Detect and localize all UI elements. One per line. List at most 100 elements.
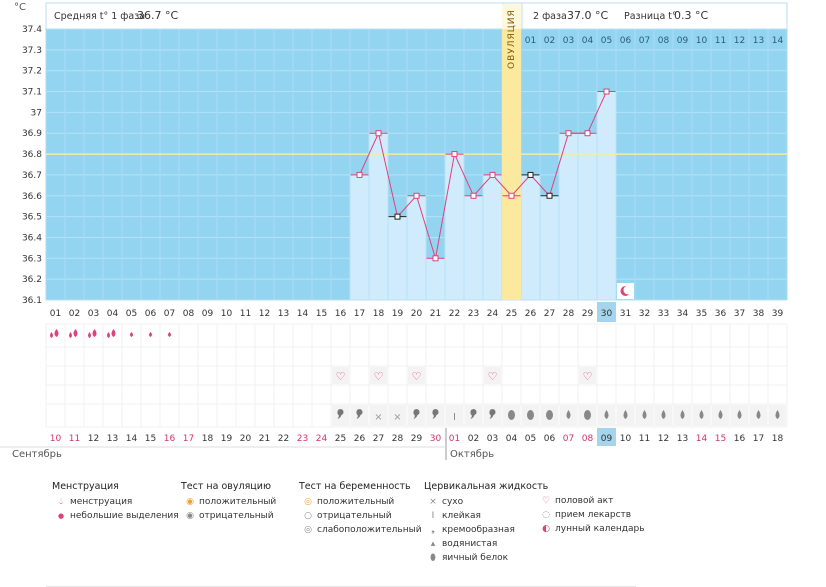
legend-pregnancy-test: Тест на беременность ◎ положительный ○ отр…	[299, 481, 422, 537]
temperature-bar	[349, 174, 370, 301]
diff-label: Разница t°	[624, 11, 677, 22]
y-tick-label: 36.9	[22, 129, 42, 139]
heart-icon: ♡	[412, 370, 422, 383]
date-label: 14	[126, 434, 138, 444]
y-tick-label: 37.4	[22, 25, 42, 35]
date-label: 03	[487, 434, 498, 444]
cycle-day-label: 07	[164, 309, 175, 319]
post-ovulation-day: 05	[601, 36, 612, 46]
temperature-bar	[577, 132, 598, 301]
temperature-point	[565, 130, 572, 137]
post-ovulation-day: 13	[753, 36, 764, 46]
cycle-day-label: 28	[563, 309, 575, 319]
eggwhite-icon: ⬮	[430, 553, 436, 563]
heart-cell	[484, 367, 501, 384]
heart-icon: ♡	[583, 370, 593, 383]
menstruation-light-icon	[149, 332, 152, 337]
heart-icon: ♡	[541, 496, 551, 506]
mucus-watery-icon	[699, 410, 704, 419]
mucus-cell	[446, 405, 463, 426]
legend-menstruation: Менструация 💧︎ менструация ● небольшие выд…	[52, 481, 179, 523]
heavy-drop-icon: 💧︎	[59, 497, 63, 507]
date-label: 15	[715, 434, 726, 444]
cycle-day-label: 08	[183, 309, 195, 319]
cycle-day-label: 27	[544, 309, 555, 319]
month-label-october: Октябрь	[450, 449, 494, 460]
diff-value: 0.3 °C	[674, 9, 708, 22]
mucus-eggwhite-icon	[508, 410, 515, 420]
cycle-day-label: 14	[297, 309, 309, 319]
heart-cell	[579, 367, 596, 384]
cycle-day-label: 03	[88, 309, 99, 319]
heart-cell	[332, 367, 349, 384]
cycle-day-label: 26	[525, 309, 537, 319]
cycle-day-label: 20	[411, 309, 423, 319]
date-label: 11	[69, 434, 80, 444]
legend-item: положительный	[317, 497, 395, 507]
mucus-eggwhite-icon	[527, 410, 534, 420]
temperature-point	[356, 171, 363, 178]
cycle-day-label: 29	[582, 309, 594, 319]
mucus-creamy-icon	[337, 409, 344, 419]
header-bar	[45, 2, 788, 30]
temperature-point	[508, 192, 515, 199]
y-tick-label: 36.8	[22, 150, 42, 160]
temperature-bar	[444, 153, 465, 301]
month-label-september: Сентябрь	[12, 449, 62, 460]
y-tick-label: 37.2	[22, 67, 42, 77]
date-label: 02	[468, 434, 479, 444]
date-label: 10	[50, 434, 62, 444]
temperature-point	[432, 255, 439, 262]
date-label: 19	[221, 434, 233, 444]
temperature-point	[527, 171, 534, 178]
temperature-bar	[463, 195, 484, 301]
cycle-day-label: 15	[316, 309, 327, 319]
temperature-bar	[596, 91, 617, 301]
date-label: 30	[430, 434, 442, 444]
post-ovulation-day: 06	[620, 36, 632, 46]
legend-item: прием лекарств	[555, 510, 632, 520]
y-tick-label: 36.6	[22, 192, 42, 202]
cycle-day-label: 30	[601, 309, 613, 319]
cycle-day-label: 34	[677, 309, 689, 319]
date-label: 16	[734, 434, 746, 444]
cycle-day-label: 32	[639, 309, 650, 319]
date-label: 26	[354, 434, 366, 444]
y-tick-label: 36.4	[22, 233, 42, 243]
post-ovulation-day: 02	[544, 36, 555, 46]
mucus-watery-icon	[680, 410, 685, 419]
cycle-day-label: 21	[430, 309, 441, 319]
cycle-day-label: 36	[715, 309, 727, 319]
y-tick-label: 37.1	[22, 88, 42, 98]
pill-icon: ◌	[542, 510, 550, 520]
pregnancy-weak-icon: ◎	[304, 525, 312, 535]
date-label: 09	[601, 434, 613, 444]
date-label: 22	[278, 434, 289, 444]
legend-item: сухо	[442, 497, 464, 507]
legend-item: яичный белок	[442, 553, 509, 563]
date-label: 13	[107, 434, 118, 444]
heart-cell	[370, 367, 387, 384]
temperature-point	[546, 192, 553, 199]
menstruation-light-icon	[168, 332, 171, 337]
mucus-watery-icon	[623, 410, 628, 419]
phase1-label: Средняя t° 1 фаза	[54, 11, 145, 22]
ovulation-header-cell	[502, 4, 521, 29]
mucus-creamy-icon	[489, 409, 496, 419]
y-tick-label: 36.5	[22, 213, 42, 223]
cycle-day-label: 23	[468, 309, 479, 319]
mucus-watery-icon	[642, 410, 647, 419]
date-label: 25	[335, 434, 346, 444]
date-label: 29	[411, 434, 423, 444]
post-ovulation-day: 09	[677, 36, 689, 46]
ovulation-band	[502, 4, 521, 300]
date-label: 07	[563, 434, 574, 444]
date-label: 08	[582, 434, 594, 444]
legend-title: Цервикальная жидкость	[424, 481, 549, 492]
ovulation-positive-icon: ◉	[186, 497, 194, 507]
date-label: 13	[677, 434, 688, 444]
ovulation-label: ОВУЛЯЦИЯ	[507, 9, 517, 69]
menstruation-heavy-icon	[50, 329, 59, 338]
date-label: 20	[240, 434, 252, 444]
